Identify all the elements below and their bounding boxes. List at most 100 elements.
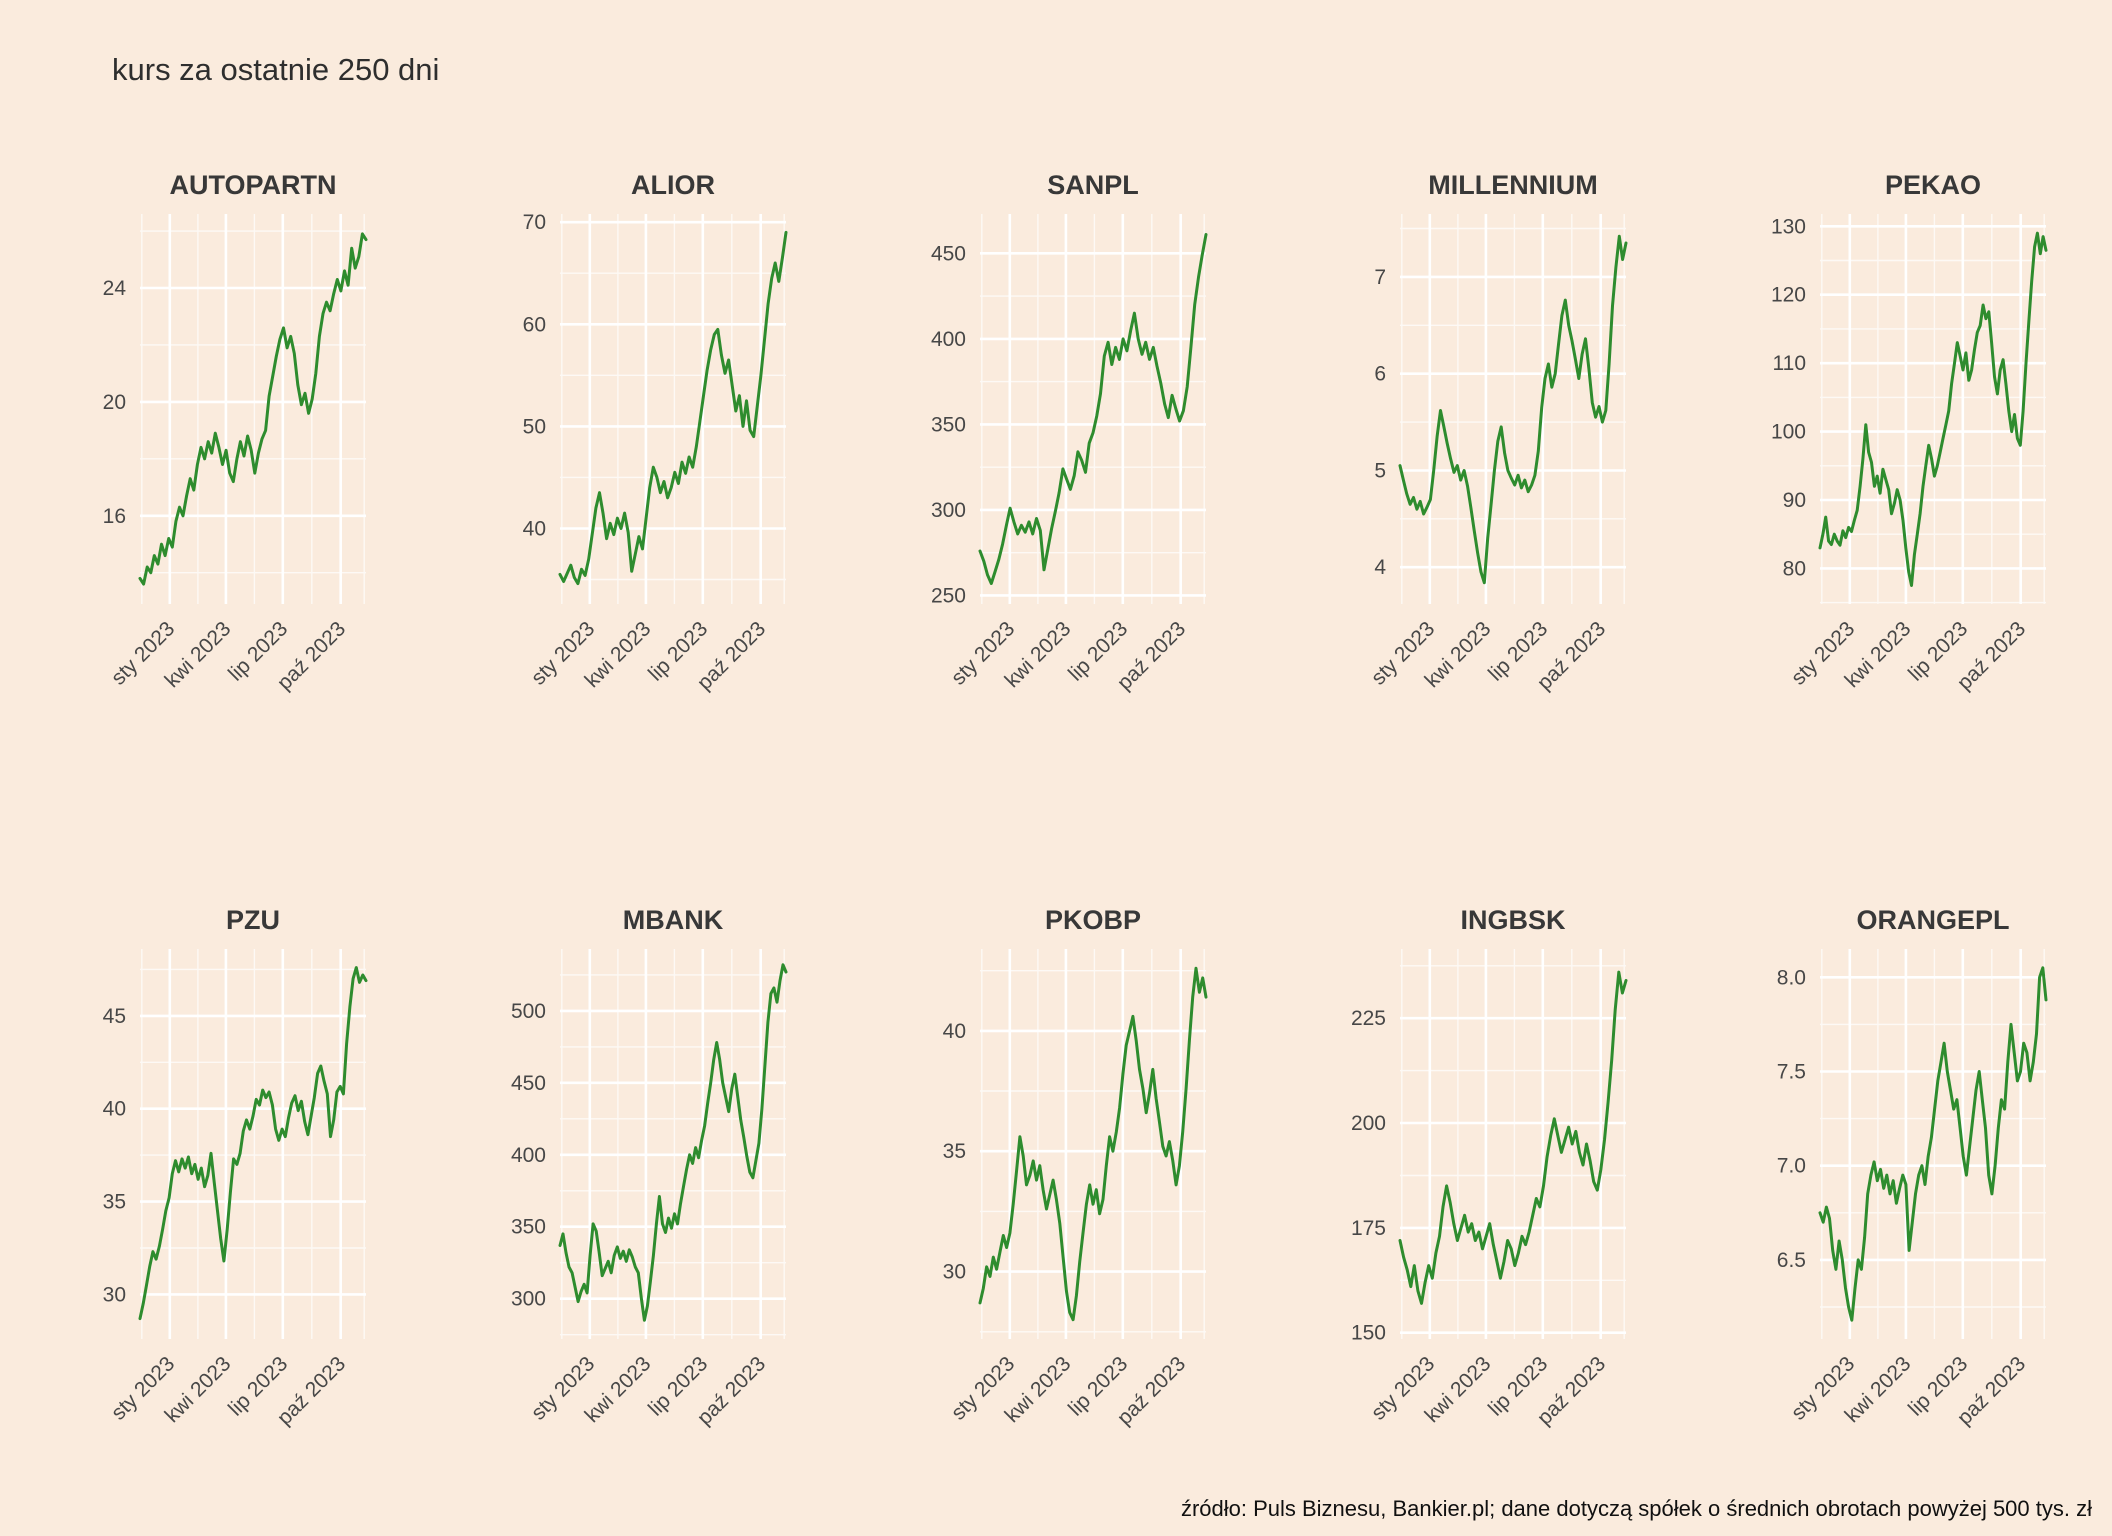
price-line bbox=[978, 966, 1208, 1322]
panel-title: ORANGEPL bbox=[1856, 905, 2009, 935]
svg-text:7.0: 7.0 bbox=[1777, 1155, 1806, 1178]
svg-text:35: 35 bbox=[103, 1191, 126, 1214]
y-axis-labels: 80 90 100 110 120 130 bbox=[1771, 215, 1806, 580]
grid-major bbox=[1820, 214, 2046, 604]
svg-text:70: 70 bbox=[523, 211, 546, 234]
svg-text:40: 40 bbox=[943, 1020, 966, 1043]
svg-text:5: 5 bbox=[1374, 460, 1386, 483]
svg-text:30: 30 bbox=[103, 1283, 126, 1306]
y-axis-labels: 40 50 60 70 bbox=[523, 211, 546, 540]
svg-text:300: 300 bbox=[511, 1288, 546, 1311]
svg-text:500: 500 bbox=[511, 1000, 546, 1023]
chart-panel: ALIOR 40 50 60 70 sty 2023 kwi 2023 lip 2023 paź… bbox=[468, 164, 808, 709]
chart-panel: PZU 30 35 40 45 sty 2023 kwi 2023 lip 2023 paź 2… bbox=[48, 899, 388, 1444]
svg-text:300: 300 bbox=[931, 499, 966, 522]
price-line bbox=[1398, 970, 1628, 1305]
grid-minor bbox=[140, 214, 366, 604]
svg-text:400: 400 bbox=[511, 1144, 546, 1167]
y-axis-labels: 30 35 40 45 bbox=[103, 1005, 126, 1307]
grid-minor bbox=[980, 214, 1206, 604]
svg-text:450: 450 bbox=[511, 1072, 546, 1095]
y-axis-labels: 30 35 40 bbox=[943, 1020, 966, 1284]
y-axis-labels: 300 350 400 450 500 bbox=[511, 1000, 546, 1311]
grid-minor bbox=[980, 949, 1206, 1339]
svg-text:350: 350 bbox=[511, 1216, 546, 1239]
chart-panel: PEKAO 80 90 100 110 120 130 sty 2023 kwi 2023 lip… bbox=[1728, 164, 2068, 709]
panel-title: PEKAO bbox=[1885, 170, 1981, 200]
y-axis-labels: 16 20 24 bbox=[103, 277, 127, 528]
svg-text:250: 250 bbox=[931, 584, 966, 607]
svg-text:120: 120 bbox=[1771, 284, 1806, 307]
chart-panel: ORANGEPL 6.5 7.0 7.5 8.0 sty 2023 kwi 2023 lip … bbox=[1728, 899, 2068, 1444]
price-line bbox=[1398, 234, 1628, 585]
price-line bbox=[1818, 231, 2048, 587]
svg-text:60: 60 bbox=[523, 313, 546, 336]
svg-text:20: 20 bbox=[103, 391, 126, 414]
price-line bbox=[558, 963, 788, 1322]
grid-major bbox=[1400, 214, 1626, 604]
panel-title: AUTOPARTN bbox=[170, 170, 337, 200]
chart-panel: AUTOPARTN 16 20 24 sty 2023 kwi 2023 lip 2023 p… bbox=[48, 164, 388, 709]
svg-text:130: 130 bbox=[1771, 215, 1806, 238]
grid-major bbox=[980, 214, 1206, 604]
svg-text:45: 45 bbox=[103, 1005, 126, 1028]
svg-text:6.5: 6.5 bbox=[1777, 1249, 1806, 1272]
grid-minor bbox=[1400, 949, 1626, 1339]
svg-text:7.5: 7.5 bbox=[1777, 1061, 1806, 1084]
svg-text:40: 40 bbox=[103, 1098, 126, 1121]
panel-title: MILLENNIUM bbox=[1428, 170, 1597, 200]
y-axis-labels: 4 5 6 7 bbox=[1374, 266, 1386, 579]
grid-major bbox=[1820, 949, 2046, 1339]
grid-minor bbox=[140, 949, 366, 1339]
svg-text:400: 400 bbox=[931, 328, 966, 351]
chart-panel: MILLENNIUM 4 5 6 7 sty 2023 kwi 2023 lip 2023 pa… bbox=[1308, 164, 1648, 709]
panel-title: PKOBP bbox=[1045, 905, 1141, 935]
grid-minor bbox=[1400, 214, 1626, 604]
svg-text:90: 90 bbox=[1783, 489, 1806, 512]
grid-major bbox=[140, 949, 366, 1339]
svg-text:175: 175 bbox=[1351, 1217, 1386, 1240]
grid-major bbox=[980, 949, 1206, 1339]
svg-text:200: 200 bbox=[1351, 1112, 1386, 1135]
grid-minor bbox=[1820, 214, 2046, 604]
svg-text:8.0: 8.0 bbox=[1777, 966, 1806, 989]
price-line bbox=[138, 232, 368, 586]
svg-text:30: 30 bbox=[943, 1261, 966, 1284]
svg-text:110: 110 bbox=[1773, 352, 1806, 375]
grid-minor bbox=[560, 214, 786, 604]
y-axis-labels: 250 300 350 400 450 bbox=[931, 242, 966, 607]
panel-title: ALIOR bbox=[631, 170, 715, 200]
grid-minor bbox=[1820, 949, 2046, 1339]
price-line bbox=[1818, 966, 2048, 1322]
grid-major bbox=[560, 949, 786, 1339]
charts-grid: AUTOPARTN 16 20 24 sty 2023 kwi 2023 lip 2023 p… bbox=[8, 148, 2104, 1460]
svg-text:450: 450 bbox=[931, 242, 966, 265]
svg-text:40: 40 bbox=[523, 518, 546, 541]
svg-text:6: 6 bbox=[1374, 363, 1386, 386]
panel-title: INGBSK bbox=[1460, 905, 1566, 935]
source-note: źródło: Puls Biznesu, Bankier.pl; dane d… bbox=[1180, 1496, 2092, 1521]
grid-major bbox=[1400, 949, 1626, 1339]
panel-title: PZU bbox=[226, 905, 280, 935]
svg-text:4: 4 bbox=[1374, 556, 1386, 579]
y-axis-labels: 6.5 7.0 7.5 8.0 bbox=[1777, 966, 1806, 1272]
chart-panel: SANPL 250 300 350 400 450 sty 2023 kwi 2023 lip … bbox=[888, 164, 1228, 709]
